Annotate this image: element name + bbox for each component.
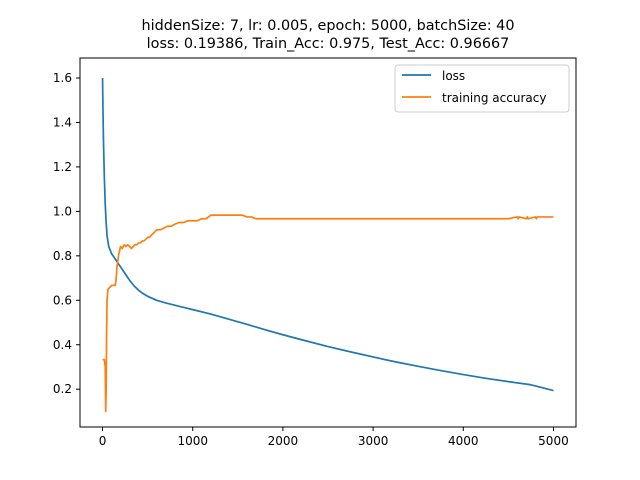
y-tick-label: 0.4 [53, 338, 72, 352]
y-tick-label: 0.6 [53, 293, 72, 307]
y-tick-label: 1.4 [53, 115, 72, 129]
x-tick-label: 0 [99, 434, 107, 448]
legend-label-training-accuracy: training accuracy [442, 91, 546, 105]
y-axis-ticks: 0.2 0.4 0.6 0.8 1.0 1.2 1.4 1.6 [53, 71, 80, 396]
x-tick-label: 2000 [268, 434, 299, 448]
chart-title-line-1: hiddenSize: 7, lr: 0.005, epoch: 5000, b… [142, 18, 515, 34]
series-line-loss [101, 77, 554, 392]
x-tick-label: 4000 [448, 434, 479, 448]
axes-frame [79, 57, 577, 428]
x-axis-ticks: 0 1000 2000 3000 4000 5000 [99, 427, 569, 448]
series-layer [101, 77, 554, 413]
y-tick-label: 1.2 [53, 160, 72, 174]
x-tick-label: 3000 [358, 434, 389, 448]
legend-label-loss: loss [442, 69, 465, 83]
y-tick-label: 1.0 [53, 204, 72, 218]
y-tick-label: 0.2 [53, 382, 72, 396]
x-tick-label: 5000 [538, 434, 569, 448]
chart-title-line-2: loss: 0.19386, Train_Acc: 0.975, Test_Ac… [147, 36, 510, 52]
x-tick-label: 1000 [177, 434, 208, 448]
legend-box [394, 64, 570, 113]
series-line-training-accuracy [102, 214, 554, 413]
legend: loss training accuracy [394, 64, 570, 113]
y-tick-label: 1.6 [53, 71, 72, 85]
plot-area: 0 1000 2000 3000 4000 5000 0.2 0.4 0.6 0.8 1.0 1.2… [53, 57, 577, 448]
y-tick-label: 0.8 [53, 249, 72, 263]
